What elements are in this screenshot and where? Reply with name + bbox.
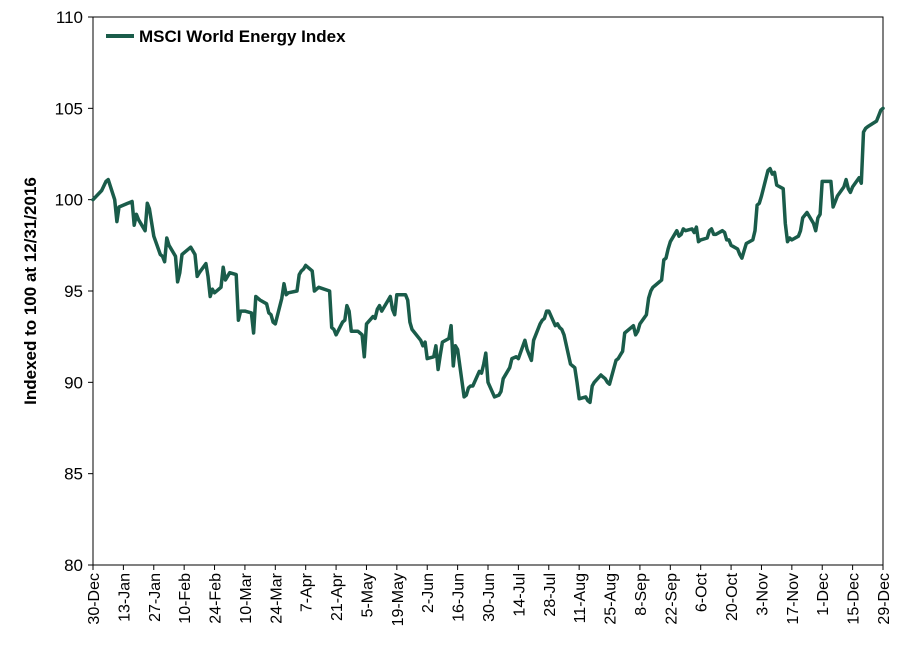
- plot-area: [92, 16, 884, 566]
- x-tick-label: 8-Sep: [633, 573, 650, 616]
- y-tick-label: 85: [64, 465, 83, 484]
- y-tick-label: 95: [64, 282, 83, 301]
- y-axis-label: Indexed to 100 at 12/31/2016: [21, 177, 40, 405]
- x-tick-label: 2-Jun: [420, 573, 437, 613]
- x-tick-label: 24-Mar: [268, 572, 285, 623]
- x-tick-label: 17-Nov: [785, 573, 802, 625]
- x-tick-label: 6-Oct: [694, 572, 711, 612]
- x-tick-label: 11-Aug: [572, 573, 589, 623]
- x-tick-label: 14-Jul: [511, 573, 528, 617]
- series-group: [91, 106, 885, 405]
- y-tick-label: 100: [55, 191, 83, 210]
- x-tick-label: 19-May: [390, 573, 407, 626]
- x-axis: 30-Dec 13-Jan 27-Jan 10-Feb 24-Feb 10-Mar 24-M…: [86, 565, 893, 626]
- legend-label: MSCI World Energy Index: [139, 27, 346, 46]
- x-tick-label: 27-Jan: [147, 573, 164, 622]
- x-tick-label: 24-Feb: [208, 573, 225, 624]
- x-tick-label: 1-Dec: [815, 573, 832, 616]
- x-tick-label: 30-Dec: [86, 573, 103, 625]
- x-tick-label: 28-Jul: [542, 573, 559, 617]
- x-tick-label: 3-Nov: [754, 573, 771, 616]
- x-tick-label: 10-Feb: [177, 573, 194, 624]
- series-line: [91, 106, 885, 405]
- x-tick-label: 13-Jan: [116, 573, 133, 622]
- y-axis: 80 85 90 95 100 105 110: [55, 8, 93, 575]
- x-tick-label: 10-Mar: [238, 572, 255, 623]
- x-tick-label: 22-Sep: [663, 573, 680, 625]
- x-tick-label: 21-Apr: [329, 572, 346, 621]
- x-tick-label: 20-Oct: [724, 572, 741, 621]
- y-tick-label: 80: [64, 556, 83, 575]
- x-tick-label: 29-Dec: [876, 573, 893, 625]
- y-tick-label: 90: [64, 373, 83, 392]
- x-tick-label: 5-May: [359, 573, 376, 617]
- x-tick-label: 15-Dec: [846, 573, 863, 625]
- legend: MSCI World Energy Index: [106, 27, 346, 46]
- x-tick-label: 30-Jun: [481, 573, 498, 622]
- y-tick-label: 105: [55, 99, 83, 118]
- x-tick-label: 7-Apr: [299, 572, 316, 612]
- x-tick-label: 16-Jun: [451, 573, 468, 622]
- x-tick-label: 25-Aug: [603, 573, 620, 625]
- y-tick-label: 110: [56, 8, 83, 27]
